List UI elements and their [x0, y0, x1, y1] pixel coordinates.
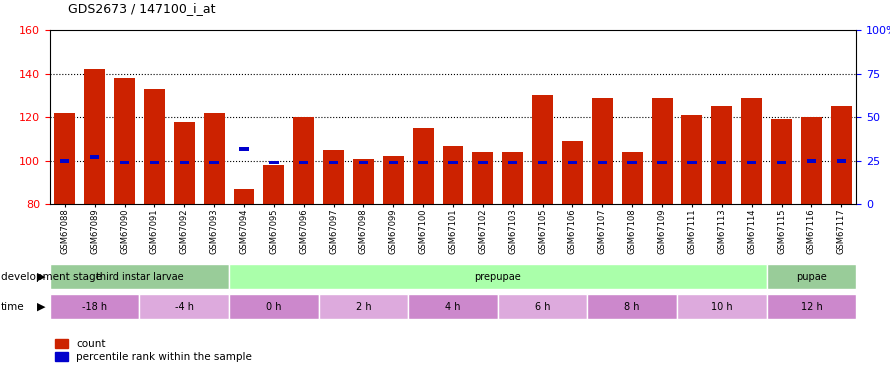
Bar: [233, 189, 255, 204]
Bar: [418, 160, 428, 165]
Text: prepupae: prepupae: [474, 272, 522, 282]
Bar: [150, 160, 159, 165]
Bar: [413, 128, 433, 204]
Text: 8 h: 8 h: [625, 302, 640, 312]
Bar: [209, 160, 219, 165]
Bar: [627, 160, 637, 165]
Bar: [442, 146, 464, 204]
Bar: [140, 294, 229, 319]
Bar: [562, 141, 583, 204]
Bar: [359, 160, 368, 165]
Legend: count, percentile rank within the sample: count, percentile rank within the sample: [55, 339, 252, 362]
Bar: [319, 294, 409, 319]
Text: 4 h: 4 h: [445, 302, 461, 312]
Bar: [622, 152, 643, 204]
Bar: [532, 95, 553, 204]
Text: 0 h: 0 h: [266, 302, 281, 312]
Bar: [837, 159, 846, 163]
Bar: [478, 160, 488, 165]
Bar: [597, 160, 607, 165]
Bar: [711, 106, 732, 204]
Bar: [717, 160, 726, 165]
Bar: [239, 147, 248, 150]
Bar: [682, 115, 702, 204]
Bar: [771, 119, 792, 204]
Bar: [114, 78, 135, 204]
Bar: [50, 264, 229, 289]
Bar: [587, 294, 677, 319]
Bar: [449, 160, 457, 165]
Text: ▶: ▶: [36, 302, 45, 312]
Bar: [538, 160, 547, 165]
Text: 2 h: 2 h: [356, 302, 371, 312]
Text: -18 h: -18 h: [82, 302, 107, 312]
Bar: [389, 160, 398, 165]
Bar: [180, 160, 189, 165]
Bar: [658, 160, 667, 165]
Bar: [323, 150, 344, 204]
Bar: [777, 160, 786, 165]
Bar: [766, 264, 856, 289]
Text: time: time: [1, 302, 25, 312]
Bar: [60, 159, 69, 163]
Text: third instar larvae: third instar larvae: [95, 272, 183, 282]
Bar: [144, 89, 165, 204]
Bar: [174, 122, 195, 204]
Text: -4 h: -4 h: [174, 302, 194, 312]
Bar: [801, 117, 821, 204]
Bar: [229, 294, 319, 319]
Text: 12 h: 12 h: [800, 302, 822, 312]
Bar: [299, 160, 309, 165]
Bar: [383, 156, 404, 204]
Bar: [204, 113, 224, 204]
Bar: [328, 160, 338, 165]
Bar: [651, 98, 673, 204]
Bar: [85, 69, 105, 204]
Bar: [508, 160, 517, 165]
Text: GDS2673 / 147100_i_at: GDS2673 / 147100_i_at: [68, 2, 215, 15]
Bar: [741, 98, 762, 204]
Bar: [677, 294, 766, 319]
Bar: [120, 160, 129, 165]
Bar: [229, 264, 766, 289]
Bar: [409, 294, 498, 319]
Bar: [293, 117, 314, 204]
Bar: [473, 152, 493, 204]
Bar: [502, 152, 523, 204]
Text: pupae: pupae: [796, 272, 827, 282]
Bar: [747, 160, 756, 165]
Bar: [592, 98, 613, 204]
Bar: [353, 159, 374, 204]
Bar: [766, 294, 856, 319]
Text: 6 h: 6 h: [535, 302, 550, 312]
Text: development stage: development stage: [1, 272, 101, 282]
Text: ▶: ▶: [36, 272, 45, 282]
Bar: [54, 113, 76, 204]
Bar: [687, 160, 697, 165]
Bar: [50, 294, 140, 319]
Bar: [830, 106, 852, 204]
Bar: [498, 294, 587, 319]
Bar: [568, 160, 578, 165]
Bar: [90, 155, 100, 159]
Bar: [263, 165, 284, 204]
Bar: [269, 160, 279, 165]
Bar: [806, 159, 816, 163]
Text: 10 h: 10 h: [711, 302, 732, 312]
